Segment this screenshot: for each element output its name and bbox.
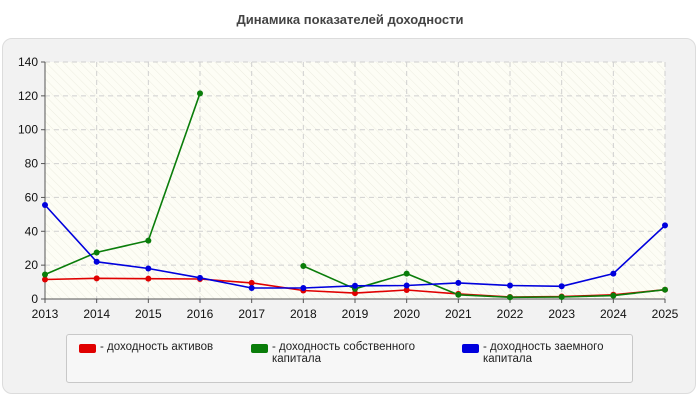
data-point-debt: [662, 222, 668, 229]
data-point-debt: [558, 283, 565, 290]
data-point-debt: [455, 279, 462, 286]
y-tick-label: 20: [25, 258, 39, 272]
data-point-debt: [93, 258, 100, 265]
data-point-debt: [145, 265, 152, 272]
legend-label-debt: - доходность заемного капитала: [483, 341, 604, 365]
data-point-equity: [300, 262, 307, 269]
data-point-equity: [93, 249, 100, 256]
data-point-equity: [197, 90, 203, 97]
legend-item-equity: - доходность собственного капитала: [251, 341, 415, 365]
data-point-debt: [403, 282, 410, 289]
data-point-equity: [507, 294, 513, 301]
legend-swatch-debt: [462, 344, 479, 353]
data-point-debt: [42, 202, 48, 209]
data-point-assets: [145, 275, 152, 282]
x-tick-label: 2022: [497, 307, 524, 321]
x-tick-label: 2019: [342, 307, 369, 321]
x-tick-label: 2015: [135, 307, 162, 321]
legend-label-assets: - доходность активов: [100, 341, 214, 353]
data-point-equity: [455, 291, 462, 298]
data-point-equity: [662, 286, 668, 293]
y-tick-label: 40: [25, 224, 39, 238]
data-point-equity: [42, 271, 48, 278]
legend-item-assets: - доходность активов: [79, 341, 213, 353]
legend-swatch-equity: [251, 344, 268, 353]
data-point-assets: [42, 276, 48, 283]
x-tick-label: 2020: [393, 307, 420, 321]
x-tick-label: 2016: [187, 307, 214, 321]
chart-title: Динамика показателей доходности: [236, 12, 464, 27]
data-point-assets: [248, 279, 255, 286]
x-tick-label: 2013: [32, 307, 59, 321]
data-point-debt: [610, 270, 617, 277]
x-tick-label: 2018: [290, 307, 317, 321]
chart-legend: - доходность активов - доходность собств…: [66, 334, 633, 383]
data-point-debt: [197, 274, 203, 281]
data-point-debt: [248, 284, 255, 291]
data-point-equity: [403, 270, 410, 277]
x-tick-label: 2014: [83, 307, 110, 321]
y-tick-label: 60: [25, 190, 39, 204]
y-tick-label: 140: [18, 55, 38, 69]
y-tick-label: 0: [31, 292, 38, 306]
x-tick-label: 2024: [600, 307, 627, 321]
legend-item-debt: - доходность заемного капитала: [462, 341, 603, 365]
data-point-debt: [352, 282, 358, 289]
data-point-equity: [145, 237, 152, 244]
legend-swatch-assets: [79, 344, 96, 353]
data-point-assets: [403, 287, 410, 294]
data-point-equity: [610, 292, 617, 299]
x-tick-label: 2025: [652, 307, 679, 321]
data-point-debt: [300, 284, 307, 291]
x-tick-label: 2017: [238, 307, 265, 321]
series-line-equity: [44, 93, 201, 276]
data-point-debt: [507, 282, 513, 289]
data-point-assets: [93, 275, 100, 282]
y-tick-label: 80: [25, 157, 39, 171]
x-tick-label: 2021: [445, 307, 472, 321]
legend-label-equity: - доходность собственного капитала: [272, 341, 415, 365]
y-tick-label: 100: [18, 123, 38, 137]
data-point-equity: [558, 293, 565, 300]
data-point-assets: [352, 290, 358, 297]
x-tick-label: 2023: [548, 307, 575, 321]
y-tick-label: 120: [18, 89, 38, 103]
